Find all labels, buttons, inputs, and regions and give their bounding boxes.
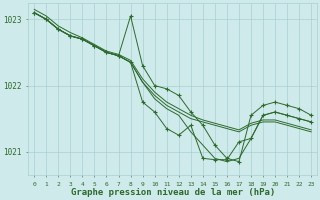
X-axis label: Graphe pression niveau de la mer (hPa): Graphe pression niveau de la mer (hPa)	[71, 188, 275, 197]
